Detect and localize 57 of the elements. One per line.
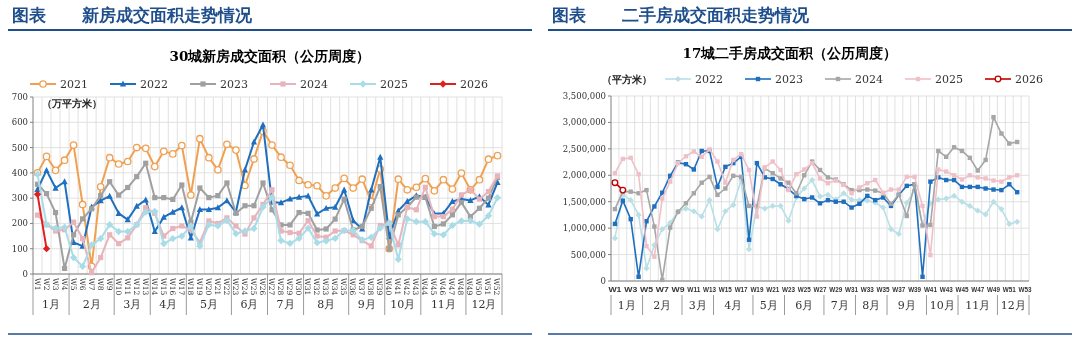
text: 5月 xyxy=(759,299,778,312)
legend-label: 2022 xyxy=(695,73,723,86)
y-tick-label: 3,000,000 xyxy=(562,117,606,128)
text: 7月 xyxy=(830,299,849,312)
y-tick-label: 300 xyxy=(11,193,28,204)
text: 12月 xyxy=(471,298,497,311)
y-tick-label: 2,500,000 xyxy=(562,143,606,154)
legend-label: 2026 xyxy=(460,78,488,91)
legend-label: 2025 xyxy=(935,73,963,86)
y-tick-label: 100 xyxy=(11,243,28,254)
y-tick-label: 500,000 xyxy=(570,249,606,260)
text: 2月 xyxy=(82,298,101,311)
text: 11月 xyxy=(965,299,991,312)
text: 3月 xyxy=(688,299,707,312)
text: 1月 xyxy=(42,298,61,311)
y-tick-label: 3,500,000 xyxy=(562,91,606,101)
y-tick-label: 1,500,000 xyxy=(562,196,606,207)
legend-label: 2021 xyxy=(60,78,88,91)
legend-label: 2022 xyxy=(140,78,168,91)
legend-label: 2026 xyxy=(1015,73,1043,86)
legend-label: 2023 xyxy=(220,78,248,91)
text: 10月 xyxy=(929,299,955,312)
chart-subtitle: 30城新房成交面积（公历周度） xyxy=(169,48,371,64)
text: 1月 xyxy=(617,299,636,312)
text: 9月 xyxy=(897,299,916,312)
text: 8月 xyxy=(317,298,336,311)
text: 8月 xyxy=(862,299,881,312)
text: 3月 xyxy=(123,298,142,311)
legend-label: 2025 xyxy=(380,78,408,91)
y-tick-label: 0 xyxy=(22,269,28,279)
chart-subtitle: 17城二手房成交面积（公历周度） xyxy=(682,45,898,61)
legend-label: 2024 xyxy=(300,78,328,91)
text: 10月 xyxy=(390,298,416,311)
text: 6月 xyxy=(795,299,814,312)
text: 2月 xyxy=(653,299,672,312)
chart-title: 图表 新房成交面积走势情况 xyxy=(12,5,253,25)
text: 5月 xyxy=(199,298,218,311)
y-axis-title: （平方米） xyxy=(602,74,652,85)
text: 6月 xyxy=(240,298,259,311)
text: 9月 xyxy=(357,298,376,311)
legend-label: 2023 xyxy=(775,73,803,86)
legend-label: 2024 xyxy=(855,73,883,86)
text: 12月 xyxy=(1000,299,1026,312)
y-axis-title: （万平方米） xyxy=(42,98,102,109)
text: 11月 xyxy=(430,298,456,311)
text: 4月 xyxy=(159,298,178,311)
y-tick-label: 1,000,000 xyxy=(562,223,606,234)
y-tick-label: 0 xyxy=(600,276,606,286)
y-tick-label: 200 xyxy=(11,218,28,229)
text: 4月 xyxy=(724,299,743,312)
chart-title: 图表 二手房成交面积走势情况 xyxy=(552,5,810,25)
y-tick-label: 2,000,000 xyxy=(562,170,606,181)
text: 7月 xyxy=(276,298,295,311)
y-tick-label: 400 xyxy=(11,167,28,178)
y-tick-label: 500 xyxy=(11,142,28,153)
y-tick-label: 600 xyxy=(11,117,28,128)
y-tick-label: 700 xyxy=(11,92,28,102)
